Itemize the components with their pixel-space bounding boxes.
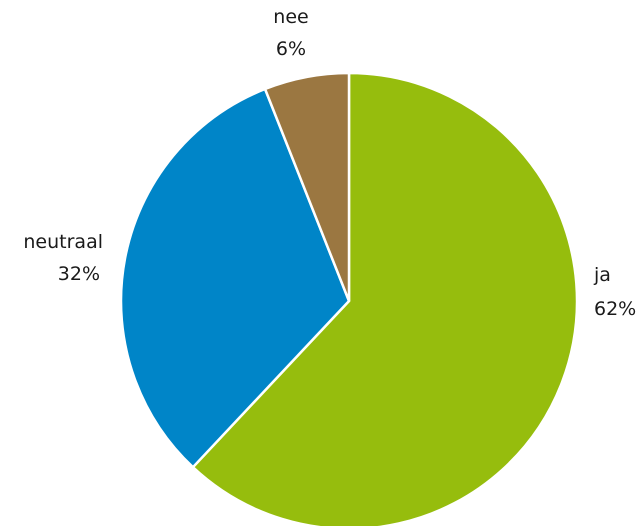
slice-name-ja: ja [593, 264, 611, 286]
slice-percent-ja: 62% [594, 298, 636, 320]
slice-percent-nee: 6% [276, 38, 306, 60]
slice-percent-neutraal: 32% [58, 263, 100, 285]
pie-slice-neutraal [119, 87, 351, 469]
slice-name-nee: nee [273, 6, 308, 28]
pie-slice-nee [263, 71, 351, 303]
slice-name-neutraal: neutraal [23, 231, 103, 253]
slice-label-ja: ja 62% [593, 264, 636, 320]
pie-slices [119, 71, 579, 526]
pie-slice-ja [191, 71, 579, 526]
slice-label-neutraal: neutraal 32% [23, 231, 103, 285]
slice-label-nee: nee 6% [273, 6, 308, 60]
